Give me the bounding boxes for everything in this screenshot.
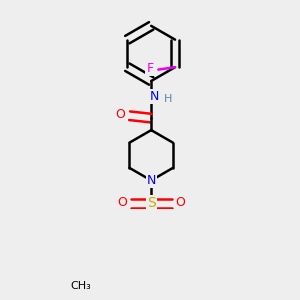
Text: O: O (175, 196, 185, 208)
Text: O: O (118, 196, 128, 208)
Text: S: S (147, 196, 156, 210)
Text: N: N (150, 90, 160, 103)
Text: H: H (164, 94, 172, 104)
Text: N: N (146, 174, 156, 187)
Text: CH₃: CH₃ (70, 281, 91, 291)
Text: F: F (146, 62, 154, 75)
Text: O: O (115, 108, 125, 121)
